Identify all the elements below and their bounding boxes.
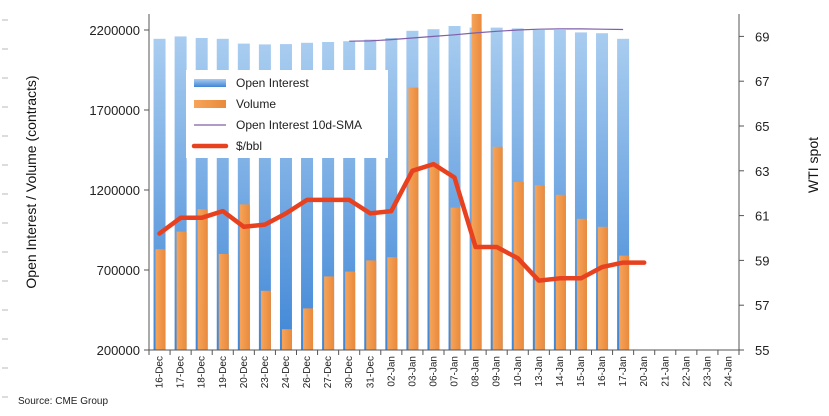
- y-tick-label: 1700000: [89, 103, 140, 118]
- x-tick-label: 24-Jan: [723, 356, 734, 387]
- volume-bar: [324, 276, 335, 350]
- x-tick-label: 27-Dec: [323, 356, 334, 388]
- sma-line-layer: [349, 28, 624, 42]
- x-tick-label: 21-Jan: [660, 356, 671, 387]
- volume-bar: [429, 162, 440, 350]
- x-tick-label: 10-Jan: [513, 356, 524, 387]
- x-tick-label: 17-Jan: [618, 356, 629, 387]
- y-axis-title: Open Interest / Volume (contracts): [23, 75, 39, 288]
- volume-bar: [471, 14, 482, 350]
- x-tick-label: 16-Jan: [597, 356, 608, 387]
- y2-tick-label: 57: [755, 298, 769, 313]
- legend-label: Open Interest 10d-SMA: [236, 118, 362, 132]
- legend-label: Volume: [236, 97, 276, 111]
- volume-bar: [176, 231, 187, 350]
- volume-bar: [450, 207, 461, 350]
- volume-bar: [534, 185, 545, 350]
- volume-bar: [598, 226, 609, 350]
- y-tick-label: 200000: [97, 343, 140, 358]
- x-tick-label: 30-Dec: [344, 356, 355, 388]
- x-tick-label: 17-Dec: [176, 356, 187, 388]
- volume-bar: [513, 182, 524, 350]
- y-tick-label: 700000: [97, 263, 140, 278]
- y2-tick-label: 65: [755, 119, 769, 134]
- price-line: [157, 161, 647, 283]
- axes: 200000 700000 1200000 1700000 2200000 55 57 59 6…: [89, 14, 769, 388]
- x-tick-label: 24-Dec: [281, 356, 292, 388]
- legend-swatch: [194, 100, 226, 108]
- x-tick-label: 31-Dec: [365, 356, 376, 388]
- x-tick-label: 06-Jan: [428, 356, 439, 387]
- y-tick-label: 1200000: [89, 183, 140, 198]
- volume-bar: [576, 218, 587, 350]
- volume-bar: [155, 249, 166, 350]
- volume-bar: [281, 329, 292, 350]
- x-tick-label: 03-Jan: [407, 356, 418, 387]
- legend-label: Open Interest: [236, 76, 309, 90]
- x-tick-label: 07-Jan: [450, 356, 461, 387]
- x-tick-label: 13-Jan: [534, 356, 545, 387]
- x-tick-label: 02-Jan: [386, 356, 397, 387]
- legend-swatch: [194, 79, 226, 87]
- x-tick-label: 14-Jan: [555, 356, 566, 387]
- source-note: Source: CME Group: [18, 396, 108, 407]
- x-tick-label: 20-Jan: [639, 356, 650, 387]
- volume-bar: [555, 194, 566, 350]
- y2-tick-label: 55: [755, 343, 769, 358]
- price-line-layer: [157, 161, 647, 283]
- x-tick-label: 16-Dec: [155, 356, 166, 388]
- x-tick-label: 22-Jan: [681, 356, 692, 387]
- x-tick-label: 20-Dec: [239, 356, 250, 388]
- volume-bars: [155, 14, 630, 350]
- volume-bar: [303, 308, 314, 350]
- x-tick-label: 09-Jan: [492, 356, 503, 387]
- y2-tick-label: 69: [755, 29, 769, 44]
- x-tick-label: 08-Jan: [471, 356, 482, 387]
- volume-bar: [218, 254, 229, 350]
- x-tick-label: 15-Jan: [576, 356, 587, 387]
- y-tick-label: 2200000: [89, 23, 140, 38]
- legend: Open Interest Volume Open Interest 10d-SMA…: [186, 70, 388, 158]
- x-tick-label: 23-Jan: [702, 356, 713, 387]
- volume-bar: [408, 87, 419, 350]
- volume-bar: [197, 209, 208, 350]
- page-edge-marks: [2, 19, 8, 398]
- volume-bar: [387, 257, 398, 350]
- sma-line: [349, 28, 624, 42]
- x-tick-label: 23-Dec: [260, 356, 271, 388]
- legend-label: $/bbl: [236, 139, 262, 153]
- y2-axis-title: WTI spot: [805, 137, 821, 193]
- volume-bar: [239, 204, 250, 350]
- volume-bar: [345, 271, 356, 350]
- x-tick-label: 26-Dec: [302, 356, 313, 388]
- x-tick-label: 18-Dec: [197, 356, 208, 388]
- y2-tick-label: 67: [755, 74, 769, 89]
- y2-tick-label: 61: [755, 209, 769, 224]
- y2-tick-label: 63: [755, 164, 769, 179]
- volume-bar: [260, 290, 271, 350]
- x-tick-label: 19-Dec: [218, 356, 229, 388]
- volume-bar: [366, 260, 377, 350]
- y2-tick-label: 59: [755, 253, 769, 268]
- volume-bar: [619, 255, 630, 350]
